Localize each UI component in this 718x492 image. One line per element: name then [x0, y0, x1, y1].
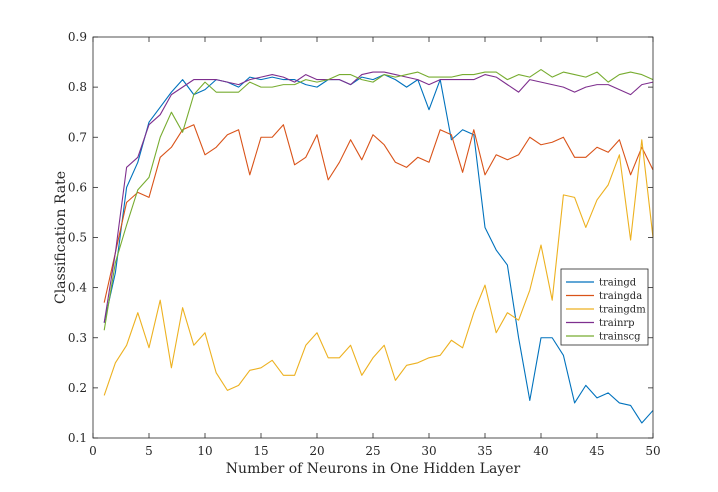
x-tick-label: 10 — [197, 444, 212, 458]
x-tick-label: 30 — [421, 444, 436, 458]
series-line-trainrp — [103, 71, 654, 323]
legend-label-trainscg: trainscg — [599, 332, 641, 343]
x-tick-label: 35 — [477, 444, 492, 458]
legend-label-traingdm: traingdm — [599, 305, 646, 316]
x-tick-label: 50 — [645, 444, 660, 458]
x-tick-label: 0 — [89, 444, 97, 458]
series-line-trainscg — [103, 69, 654, 331]
y-tick-label: 0.3 — [68, 331, 87, 345]
legend-label-traingda: traingda — [599, 291, 642, 302]
y-tick-label: 0.6 — [68, 180, 87, 194]
x-tick-label: 20 — [309, 444, 324, 458]
x-tick-label: 45 — [589, 444, 604, 458]
y-tick-label: 0.4 — [68, 281, 87, 295]
series-line-traingdm — [103, 139, 654, 396]
legend-label-trainrp: trainrp — [599, 318, 635, 329]
series-layer — [103, 69, 654, 424]
y-axis-ticks: 0.1 0.2 0.3 0.4 0.5 0.6 0.7 0.8 0.9 — [68, 30, 653, 445]
legend-label-traingd: traingd — [599, 278, 637, 289]
series-line-traingd — [103, 74, 654, 424]
y-tick-label: 0.1 — [68, 431, 87, 445]
legend: traingd traingda traingdm trainrp trainscg — [560, 268, 649, 346]
legend-items: traingd traingda traingdm trainrp trainscg — [566, 278, 646, 343]
y-tick-label: 0.5 — [68, 231, 87, 245]
x-tick-label: 40 — [533, 444, 548, 458]
plot-background — [93, 37, 653, 438]
y-tick-label: 0.2 — [68, 381, 87, 395]
x-tick-label: 25 — [365, 444, 380, 458]
x-axis-ticks: 0 5 10 15 20 25 30 35 40 45 50 — [89, 37, 661, 458]
y-tick-label: 0.7 — [68, 130, 87, 144]
y-axis-label: Classification Rate — [53, 171, 69, 304]
x-tick-label: 5 — [145, 444, 153, 458]
x-axis-label: Number of Neurons in One Hidden Layer — [226, 461, 521, 477]
legend-box — [560, 268, 649, 346]
y-tick-label: 0.8 — [68, 80, 87, 94]
series-line-traingda — [103, 124, 654, 303]
y-tick-label: 0.9 — [68, 30, 87, 44]
x-tick-label: 15 — [253, 444, 268, 458]
